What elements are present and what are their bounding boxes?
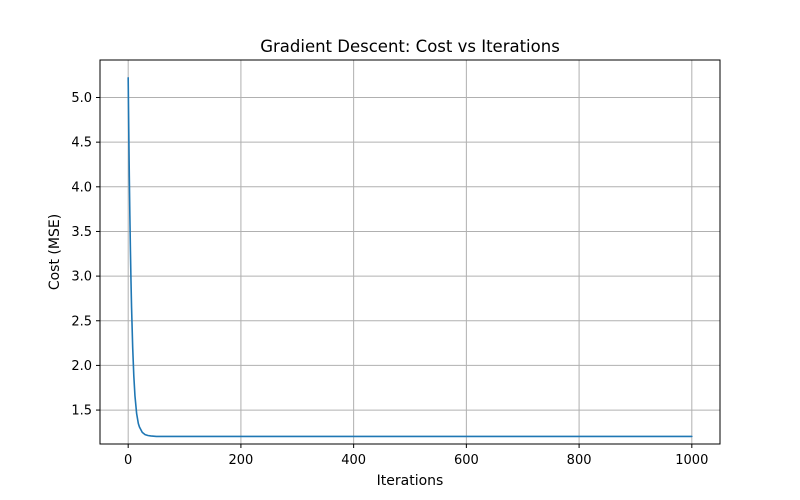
y-tick-label: 1.5 xyxy=(71,404,92,419)
x-tick-label: 800 xyxy=(567,453,592,468)
x-tick-label: 0 xyxy=(124,453,132,468)
y-tick-label: 3.5 xyxy=(71,225,92,240)
chart-title: Gradient Descent: Cost vs Iterations xyxy=(260,37,560,56)
x-tick-label: 1000 xyxy=(675,453,708,468)
grid xyxy=(100,60,720,444)
series-layer xyxy=(127,77,693,438)
cost-series-line xyxy=(127,77,693,438)
x-tick-label: 600 xyxy=(454,453,479,468)
y-tick-label: 2.0 xyxy=(71,359,92,374)
x-axis-label: Iterations xyxy=(377,473,444,489)
y-tick-label: 3.0 xyxy=(71,270,92,285)
y-tick-label: 4.5 xyxy=(71,136,92,151)
x-axis: 0 200 400 600 800 1000 xyxy=(124,444,708,468)
x-tick-label: 400 xyxy=(341,453,366,468)
y-tick-label: 4.0 xyxy=(71,180,92,195)
y-axis: 1.5 2.0 2.5 3.0 3.5 4.0 4.5 5.0 xyxy=(71,91,100,419)
plot-frame xyxy=(99,59,721,445)
y-tick-label: 5.0 xyxy=(71,91,92,106)
y-axis-label: Cost (MSE) xyxy=(47,214,63,290)
y-tick-label: 2.5 xyxy=(71,314,92,329)
x-tick-label: 200 xyxy=(228,453,253,468)
